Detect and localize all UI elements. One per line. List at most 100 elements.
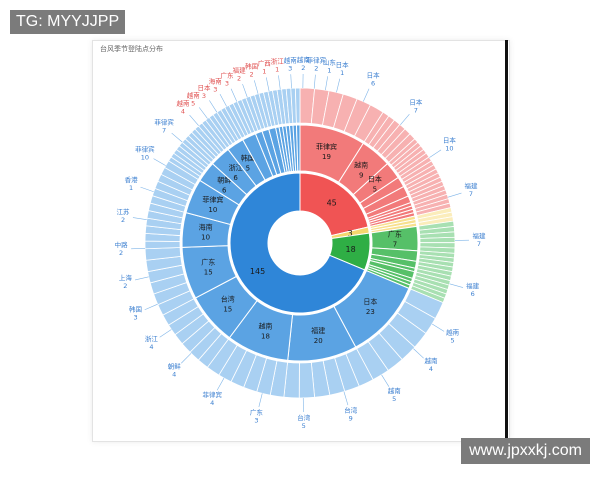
outer-label-name: 福建 xyxy=(465,181,479,190)
outer-label-name: 上海 xyxy=(119,273,133,282)
outer-label-value: 7 xyxy=(414,107,418,115)
watermark-top-left: TG: MYYJJPP xyxy=(10,10,126,34)
outer-label-name: 福建 xyxy=(233,66,247,75)
outer-label-name: 山东 xyxy=(323,57,337,66)
outer-label-name: 日本 xyxy=(367,71,381,80)
outer-label-value: 7 xyxy=(469,190,473,198)
middle-slice-name: 菲律宾 xyxy=(202,195,223,204)
middle-slice-value: 6 xyxy=(233,174,238,182)
outer-label-value: 6 xyxy=(371,80,375,88)
middle-slice-name: 菲律宾 xyxy=(316,142,337,151)
outer-label-name: 广东 xyxy=(250,408,264,417)
outer-label-value: 3 xyxy=(213,85,217,93)
leader-line xyxy=(153,158,166,166)
middle-slice-value: 6 xyxy=(222,187,227,195)
leader-line xyxy=(171,132,183,143)
outer-label-name: 福建 xyxy=(472,231,486,240)
leader-line xyxy=(447,192,462,198)
middle-slice-value: 7 xyxy=(393,240,397,248)
middle-slice-name: 日本 xyxy=(363,297,377,306)
panel-edge xyxy=(505,40,508,440)
middle-slice-value: 18 xyxy=(261,332,270,340)
leader-line xyxy=(135,276,149,281)
outer-label-name: 朝鲜 xyxy=(168,361,182,370)
outer-label-value: 2 xyxy=(121,216,125,224)
middle-slice-name: 越南 xyxy=(258,321,272,330)
leader-line xyxy=(132,217,147,220)
outer-label-name: 浙江 xyxy=(271,56,285,65)
outer-label-value: 2 xyxy=(250,71,254,79)
middle-slice-name: 浙江 xyxy=(229,163,243,172)
outer-label-name: 中路 xyxy=(115,240,129,249)
leader-line xyxy=(325,76,328,91)
outer-label-name: 台湾 xyxy=(297,413,311,422)
inner-slice xyxy=(229,172,366,314)
outer-label-name: 韩国 xyxy=(129,305,142,314)
outer-label-name: 日本 xyxy=(409,98,423,107)
outer-label-value: 7 xyxy=(162,127,166,135)
middle-slice-value: 10 xyxy=(208,206,217,214)
outer-label-value: 4 xyxy=(181,108,185,116)
outer-label-value: 2 xyxy=(301,64,305,72)
outer-slice xyxy=(144,240,181,250)
leader-line xyxy=(258,393,263,407)
outer-label-name: 越南 xyxy=(446,328,460,337)
outer-label-name: 广西 xyxy=(258,59,272,68)
middle-slice-name: 海南 xyxy=(199,222,213,231)
leader-line xyxy=(431,323,445,332)
inner-slice-label: 145 xyxy=(250,267,265,276)
outer-label-name: 越南 xyxy=(284,55,298,64)
outer-label-name: 菲律宾 xyxy=(135,145,155,154)
outer-label-value: 1 xyxy=(327,66,331,74)
leader-line xyxy=(400,113,410,126)
outer-label-value: 5 xyxy=(191,99,195,107)
leader-line xyxy=(198,107,208,119)
outer-label-name: 广东 xyxy=(220,71,234,80)
outer-label-name: 日本 xyxy=(197,83,211,92)
outer-label-value: 1 xyxy=(340,69,344,77)
outer-label-value: 1 xyxy=(275,65,279,73)
leader-line xyxy=(413,348,424,359)
middle-slice xyxy=(295,124,301,172)
outer-label-name: 江苏 xyxy=(117,207,131,216)
leader-line xyxy=(189,114,199,126)
leader-line xyxy=(278,75,281,90)
chart-title: 台风季节登陆点分布 xyxy=(100,45,163,53)
outer-label-value: 3 xyxy=(202,92,206,100)
middle-slice-name: 福建 xyxy=(311,326,325,335)
leader-line xyxy=(449,283,464,288)
middle-slice-value: 15 xyxy=(223,306,232,314)
outer-label-value: 3 xyxy=(288,64,292,72)
outer-slice xyxy=(294,87,301,124)
middle-slice-value: 15 xyxy=(204,268,213,276)
middle-slice-name: 越南 xyxy=(354,160,368,169)
outer-label-value: 4 xyxy=(172,370,176,378)
middle-slice-name: 广东 xyxy=(388,229,402,238)
outer-label-value: 1 xyxy=(129,184,133,192)
outer-label-name: 菲律宾 xyxy=(154,118,174,127)
leader-line xyxy=(242,83,248,98)
middle-slice-name: 日本 xyxy=(368,175,382,184)
outer-label-value: 6 xyxy=(471,290,475,298)
outer-label-value: 4 xyxy=(149,343,153,351)
leader-line xyxy=(363,88,370,102)
outer-label-name: 韩国 xyxy=(245,62,258,71)
leader-line xyxy=(381,374,390,387)
outer-label-value: 7 xyxy=(477,240,481,248)
outer-label-name: 台湾 xyxy=(344,406,358,415)
watermark-bottom-right: www.jpxxkj.com xyxy=(461,438,590,464)
outer-label-value: 2 xyxy=(123,282,127,290)
outer-label-value: 2 xyxy=(314,65,318,73)
leader-line xyxy=(313,74,316,89)
outer-label-name: 越南 xyxy=(297,55,311,64)
outer-label-value: 5 xyxy=(302,422,306,430)
middle-slice-name: 广东 xyxy=(201,257,215,266)
outer-label-value: 1 xyxy=(262,68,266,76)
middle-slice-value: 20 xyxy=(314,337,323,345)
leader-line xyxy=(144,303,158,311)
middle-slice-value: 5 xyxy=(373,186,377,194)
inner-slice-label: 3 xyxy=(348,229,353,238)
middle-slice-value: 9 xyxy=(359,171,363,179)
leader-line xyxy=(230,88,238,102)
outer-label-name: 越南 xyxy=(187,90,201,99)
